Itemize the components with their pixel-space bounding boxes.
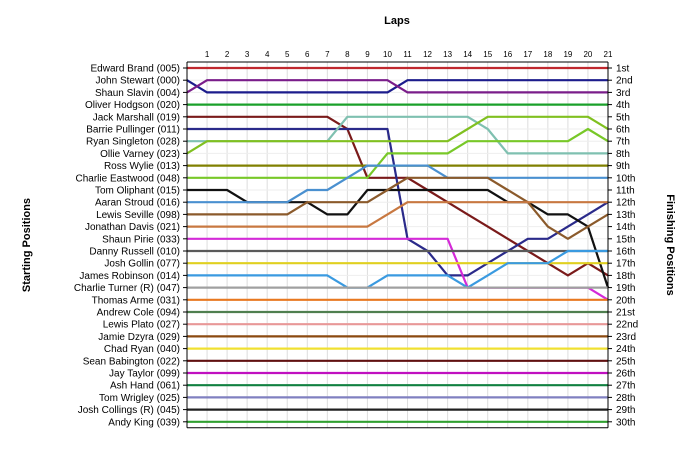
finishing-position-label: 19th	[616, 283, 635, 294]
x-tick-label: 20	[583, 50, 592, 59]
series-line	[187, 115, 608, 155]
finishing-position-label: 22nd	[616, 320, 638, 331]
starting-position-label: Lewis Seville (098)	[96, 210, 180, 221]
x-tick-label: 15	[483, 50, 492, 59]
x-tick-label: 6	[305, 50, 310, 59]
x-tick-label: 9	[365, 50, 370, 59]
starting-position-label: Josh Collings (R) (045)	[78, 405, 180, 416]
x-tick-label: 17	[523, 50, 532, 59]
finishing-position-label: 14th	[616, 222, 635, 233]
finishing-position-label: 28th	[616, 393, 635, 404]
starting-position-label: Ryan Singleton (028)	[86, 137, 180, 148]
starting-position-label: Josh Gollin (077)	[104, 259, 180, 270]
finishing-position-label: 24th	[616, 344, 635, 355]
finishing-position-label: 27th	[616, 381, 635, 392]
starting-position-label: Tom Wrigley (025)	[99, 393, 180, 404]
x-tick-label: 7	[325, 50, 330, 59]
series-line	[187, 164, 608, 204]
series-line	[187, 201, 608, 228]
finishing-position-label: 2nd	[616, 76, 633, 87]
finishing-position-label: 29th	[616, 405, 635, 416]
starting-position-label: Chad Ryan (040)	[104, 344, 180, 355]
x-tick-label: 10	[383, 50, 392, 59]
finishing-position-label: 9th	[616, 161, 630, 172]
starting-position-label: Shaun Pirie (033)	[102, 234, 180, 245]
starting-position-label: Jack Marshall (019)	[93, 112, 180, 123]
x-tick-label: 12	[423, 50, 432, 59]
finishing-position-label: 8th	[616, 149, 630, 160]
starting-position-label: Charlie Turner (R) (047)	[74, 283, 180, 294]
starting-position-label: Tom Oliphant (015)	[95, 186, 180, 197]
finishing-position-label: 4th	[616, 100, 630, 111]
x-tick-label: 2	[225, 50, 230, 59]
series-lines	[186, 66, 610, 423]
finishing-position-label: 15th	[616, 234, 635, 245]
starting-position-label: Ollie Varney (023)	[100, 149, 180, 160]
finishing-position-label: 7th	[616, 137, 630, 148]
starting-position-labels: Edward Brand (005)John Stewart (000)Shau…	[74, 64, 180, 429]
starting-position-label: Oliver Hodgson (020)	[85, 100, 180, 111]
series-line	[186, 79, 608, 94]
starting-position-label: Aaran Stroud (016)	[95, 198, 180, 209]
x-tick-label: 4	[265, 50, 270, 59]
chart-title: Laps	[384, 15, 410, 27]
finishing-position-label: 26th	[616, 369, 635, 380]
finishing-position-label: 16th	[616, 247, 635, 258]
finishing-position-label: 3rd	[616, 88, 630, 99]
starting-position-label: Sean Babington (022)	[83, 356, 180, 367]
starting-position-label: Jay Taylor (099)	[109, 369, 180, 380]
starting-position-label: Edward Brand (005)	[91, 64, 181, 75]
finishing-position-label: 18th	[616, 271, 635, 282]
x-tick-label: 14	[463, 50, 472, 59]
x-tick-label: 8	[345, 50, 350, 59]
x-tick-label: 1	[205, 50, 210, 59]
starting-position-label: James Robinson (014)	[79, 271, 180, 282]
starting-position-label: Lewis Plato (027)	[103, 320, 180, 331]
series-line	[187, 127, 609, 179]
series-line	[187, 249, 608, 289]
y-axis-label-finishing: Finishing Positions	[664, 194, 676, 295]
x-tick-labels: 1 2 3 4 5 6 7 8 9 10 11 12 13 14 15 16 17 18 19 20 21	[205, 50, 613, 59]
series-line	[186, 115, 609, 155]
x-tick-label: 5	[285, 50, 290, 59]
starting-position-label: Ross Wylie (013)	[104, 161, 180, 172]
finishing-position-label: 10th	[616, 173, 635, 184]
axes	[183, 61, 612, 429]
finishing-position-label: 21st	[616, 308, 635, 319]
x-tick-label: 16	[503, 50, 512, 59]
x-tick-label: 11	[403, 50, 412, 59]
starting-position-label: Shaun Slavin (004)	[95, 88, 180, 99]
starting-position-label: Barrie Pullinger (011)	[86, 125, 180, 136]
starting-position-label: Andy King (039)	[108, 417, 180, 428]
x-tick-label: 13	[443, 50, 452, 59]
finishing-position-label: 20th	[616, 295, 635, 306]
starting-position-label: Thomas Arme (031)	[92, 295, 180, 306]
finishing-position-labels: 1st2nd3rd4th5th6th7th8th9th10th11th12th1…	[616, 64, 638, 429]
starting-position-label: John Stewart (000)	[96, 76, 181, 87]
x-tick-label: 19	[563, 50, 572, 59]
starting-position-label: Charlie Eastwood (048)	[76, 173, 181, 184]
starting-position-label: Jonathan Davis (021)	[85, 222, 180, 233]
y-axis-label-starting: Starting Positions	[21, 198, 33, 292]
finishing-position-label: 11th	[616, 186, 635, 197]
finishing-position-label: 12th	[616, 198, 635, 209]
series-line	[187, 176, 609, 240]
finishing-position-label: 5th	[616, 112, 630, 123]
starting-position-label: Ash Hand (061)	[110, 381, 180, 392]
starting-position-label: Jamie Dzyra (029)	[98, 332, 180, 343]
starting-position-label: Andrew Cole (094)	[97, 308, 180, 319]
finishing-position-label: 6th	[616, 125, 630, 136]
finishing-position-label: 30th	[616, 417, 635, 428]
x-tick-label: 21	[604, 50, 613, 59]
x-tick-label: 3	[245, 50, 250, 59]
starting-position-label: Danny Russell (010)	[89, 247, 180, 258]
x-tick-label: 18	[543, 50, 552, 59]
finishing-position-label: 13th	[616, 210, 635, 221]
finishing-position-label: 17th	[616, 259, 635, 270]
finishing-position-label: 1st	[616, 64, 630, 75]
series-line	[187, 237, 609, 301]
finishing-position-label: 25th	[616, 356, 635, 367]
finishing-position-label: 23rd	[616, 332, 636, 343]
